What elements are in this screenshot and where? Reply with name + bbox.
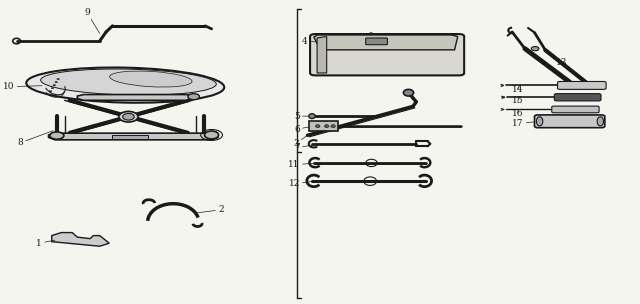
Text: 10: 10 bbox=[3, 82, 42, 91]
Ellipse shape bbox=[324, 125, 329, 128]
Ellipse shape bbox=[531, 47, 539, 51]
Polygon shape bbox=[317, 36, 326, 73]
Ellipse shape bbox=[26, 67, 224, 103]
Ellipse shape bbox=[205, 131, 219, 139]
Polygon shape bbox=[314, 35, 458, 50]
Polygon shape bbox=[52, 233, 109, 246]
Text: 14: 14 bbox=[512, 85, 524, 94]
Ellipse shape bbox=[403, 89, 413, 96]
Ellipse shape bbox=[109, 71, 192, 87]
Text: 15: 15 bbox=[512, 96, 524, 105]
Ellipse shape bbox=[188, 94, 200, 100]
Ellipse shape bbox=[536, 117, 543, 126]
Ellipse shape bbox=[55, 81, 58, 83]
Ellipse shape bbox=[57, 78, 60, 80]
Text: 1: 1 bbox=[36, 239, 55, 248]
Text: 5: 5 bbox=[294, 112, 312, 121]
Ellipse shape bbox=[53, 85, 56, 86]
FancyBboxPatch shape bbox=[534, 115, 605, 128]
Text: 16: 16 bbox=[512, 109, 524, 118]
Ellipse shape bbox=[51, 88, 54, 89]
Text: 13: 13 bbox=[550, 55, 567, 67]
Text: 7: 7 bbox=[294, 143, 312, 152]
Ellipse shape bbox=[331, 125, 335, 128]
FancyBboxPatch shape bbox=[554, 94, 601, 101]
Ellipse shape bbox=[316, 125, 320, 128]
Polygon shape bbox=[77, 95, 193, 100]
Ellipse shape bbox=[49, 91, 52, 92]
Text: 6: 6 bbox=[294, 125, 310, 134]
Text: 8: 8 bbox=[17, 131, 53, 147]
Text: 2: 2 bbox=[198, 205, 223, 214]
Text: 9: 9 bbox=[84, 8, 100, 33]
FancyBboxPatch shape bbox=[365, 38, 387, 45]
Text: 11: 11 bbox=[289, 160, 314, 169]
FancyBboxPatch shape bbox=[557, 81, 606, 89]
Ellipse shape bbox=[41, 69, 216, 95]
Polygon shape bbox=[49, 133, 218, 140]
FancyBboxPatch shape bbox=[113, 135, 148, 139]
Ellipse shape bbox=[123, 113, 134, 120]
Ellipse shape bbox=[119, 111, 138, 122]
FancyBboxPatch shape bbox=[308, 121, 338, 131]
Ellipse shape bbox=[597, 117, 604, 126]
Text: 3: 3 bbox=[293, 135, 307, 148]
Text: 4: 4 bbox=[301, 36, 316, 46]
Text: 12: 12 bbox=[289, 179, 312, 188]
FancyBboxPatch shape bbox=[310, 34, 464, 75]
Ellipse shape bbox=[308, 114, 315, 119]
Text: 17: 17 bbox=[512, 119, 539, 128]
FancyBboxPatch shape bbox=[552, 106, 599, 113]
Ellipse shape bbox=[50, 132, 64, 139]
